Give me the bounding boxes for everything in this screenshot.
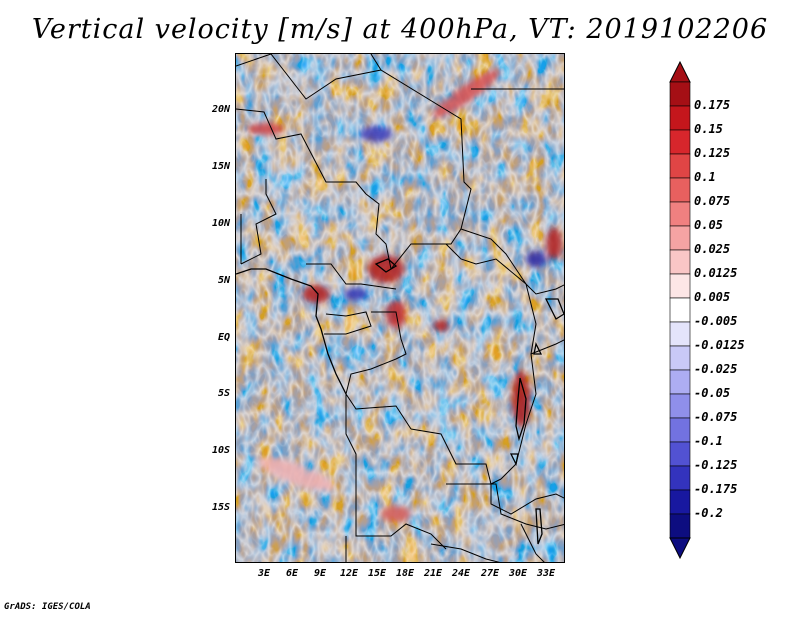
colorbar-swatch	[670, 490, 690, 514]
lon-label: 27E	[476, 568, 504, 579]
lat-label: EQ	[190, 332, 230, 343]
lon-label: 6E	[278, 568, 306, 579]
colorbar-label: 0.0125	[694, 266, 737, 280]
colorbar-swatch	[670, 370, 690, 394]
colorbar-swatch	[670, 298, 690, 322]
colorbar-swatch	[670, 250, 690, 274]
colorbar-label: -0.025	[694, 362, 737, 376]
colorbar-label: -0.175	[694, 482, 737, 496]
lat-label: 15S	[190, 502, 230, 513]
colorbar-top-arrow	[670, 62, 690, 82]
lat-label: 20N	[190, 104, 230, 115]
colorbar-label: -0.125	[694, 458, 737, 472]
colorbar-label: 0.15	[694, 122, 723, 136]
lon-label: 18E	[391, 568, 419, 579]
lon-label: 33E	[532, 568, 560, 579]
colorbar-swatch	[670, 202, 690, 226]
colorbar-label: 0.05	[694, 218, 723, 232]
colorbar-swatch	[670, 106, 690, 130]
lon-label: 24E	[447, 568, 475, 579]
vertical-velocity-field	[236, 54, 565, 563]
lat-label: 15N	[190, 161, 230, 172]
colorbar-label: -0.005	[694, 314, 737, 328]
colorbar-bottom-arrow	[670, 538, 690, 558]
colorbar-swatch	[670, 514, 690, 538]
colorbar-label: -0.1	[694, 434, 723, 448]
colorbar-swatch	[670, 322, 690, 346]
lon-label: 15E	[363, 568, 391, 579]
lon-label: 9E	[306, 568, 334, 579]
colorbar-label: 0.005	[694, 290, 730, 304]
lon-label: 30E	[504, 568, 532, 579]
lat-label: 10N	[190, 218, 230, 229]
colorbar-label: 0.025	[694, 242, 730, 256]
colorbar-label: 0.125	[694, 146, 730, 160]
lat-label: 10S	[190, 445, 230, 456]
colorbar-swatch	[670, 442, 690, 466]
colorbar-label: 0.075	[694, 194, 730, 208]
colorbar-swatch	[670, 394, 690, 418]
colorbar-swatch	[670, 82, 690, 106]
colorbar-swatch	[670, 466, 690, 490]
colorbar-label: -0.075	[694, 410, 737, 424]
colorbar-swatch	[670, 418, 690, 442]
colorbar-swatch	[670, 130, 690, 154]
colorbar-label: -0.2	[694, 506, 723, 520]
colorbar-swatch	[670, 274, 690, 298]
map-title: Vertical velocity [m/s] at 400hPa, VT: 2…	[0, 14, 800, 45]
lat-label: 5N	[190, 275, 230, 286]
colorbar-swatch	[670, 346, 690, 370]
colorbar-swatch	[670, 154, 690, 178]
colorbar-swatch	[670, 178, 690, 202]
colorbar	[668, 60, 692, 560]
colorbar-label: 0.175	[694, 98, 730, 112]
lon-label: 3E	[250, 568, 278, 579]
grads-credit: GrADS: IGES/COLA	[4, 602, 91, 612]
lon-label: 12E	[335, 568, 363, 579]
map-panel	[235, 53, 565, 563]
colorbar-label: -0.05	[694, 386, 730, 400]
colorbar-swatch	[670, 226, 690, 250]
lon-label: 21E	[419, 568, 447, 579]
colorbar-label: 0.1	[694, 170, 716, 184]
lat-label: 5S	[190, 388, 230, 399]
colorbar-label: -0.0125	[694, 338, 745, 352]
